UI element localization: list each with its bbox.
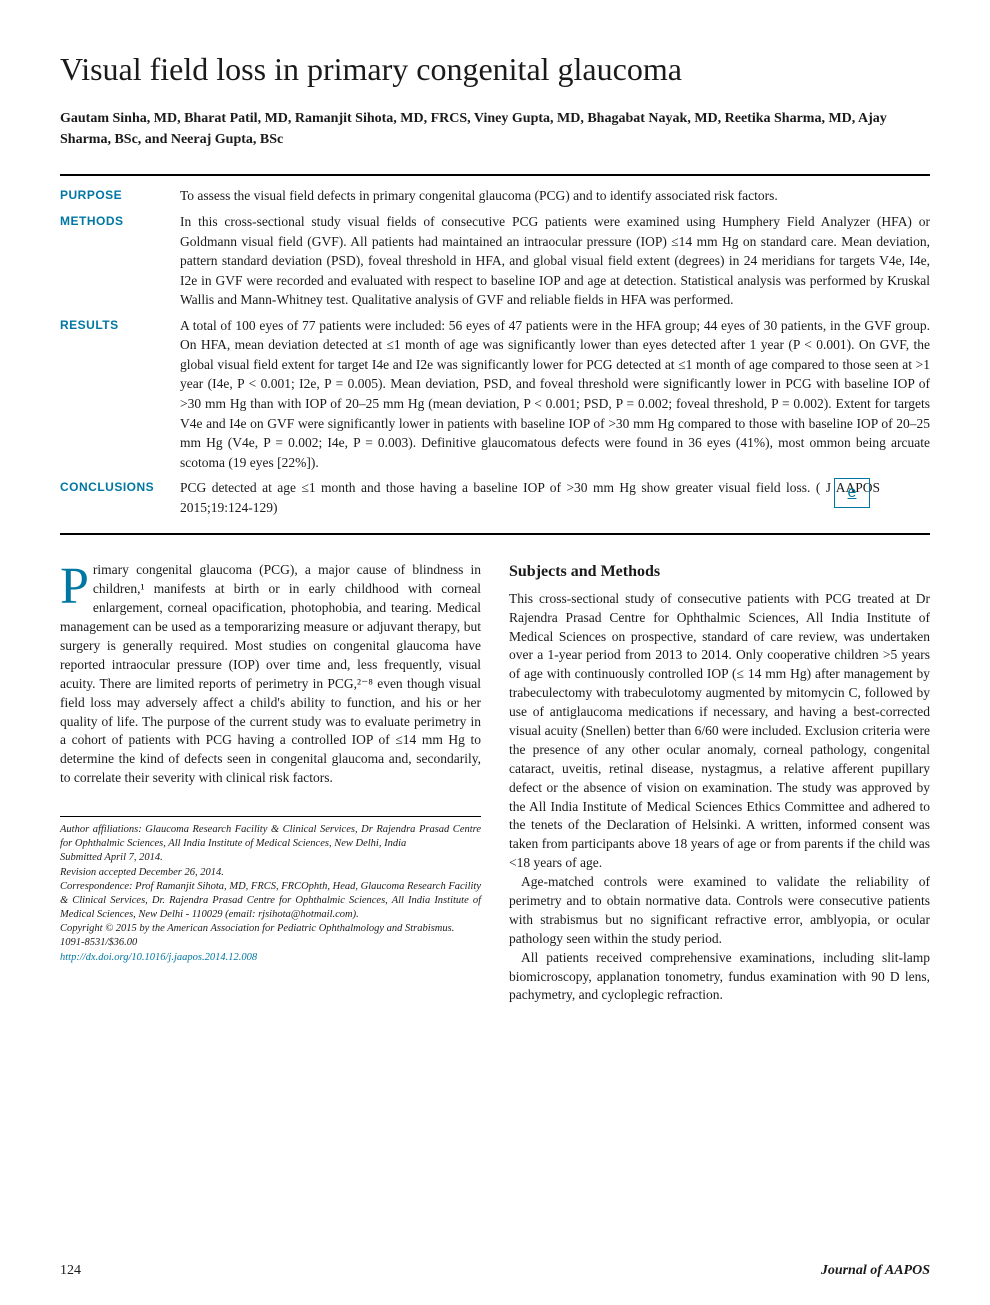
footnote-issn: 1091-8531/$36.00 [60, 936, 481, 950]
abstract-box: PURPOSE To assess the visual field defec… [60, 174, 930, 535]
methods-para-3: All patients received comprehensive exam… [509, 949, 930, 1006]
footnote-revision: Revision accepted December 26, 2014. [60, 866, 481, 880]
footnote-copyright: Copyright © 2015 by the American Associa… [60, 922, 481, 936]
footnote-doi[interactable]: http://dx.doi.org/10.1016/j.jaapos.2014.… [60, 951, 481, 965]
abstract-purpose-text: To assess the visual field defects in pr… [180, 186, 930, 206]
page-footer: 124 Journal of AAPOS [60, 1263, 930, 1279]
intro-paragraph: P rimary congenital glaucoma (PCG), a ma… [60, 561, 481, 788]
journal-name: Journal of AAPOS [821, 1263, 930, 1279]
abstract-methods-text: In this cross-sectional study visual fie… [180, 212, 930, 310]
footnote-submitted: Submitted April 7, 2014. [60, 851, 481, 865]
methods-para-1: This cross-sectional study of consecutiv… [509, 590, 930, 873]
abstract-methods-label: METHODS [60, 212, 180, 228]
abstract-results-label: RESULTS [60, 316, 180, 332]
section-heading-subjects: Subjects and Methods [509, 561, 930, 583]
footnotes-block: Author affiliations: Glaucoma Research F… [60, 816, 481, 965]
article-title: Visual field loss in primary congenital … [60, 50, 930, 88]
dropcap: P [60, 561, 93, 609]
author-list: Gautam Sinha, MD, Bharat Patil, MD, Rama… [60, 108, 930, 150]
footnote-correspondence: Correspondence: Prof Ramanjit Sihota, MD… [60, 880, 481, 923]
page-number: 124 [60, 1263, 81, 1279]
intro-text: rimary congenital glaucoma (PCG), a majo… [60, 562, 481, 785]
left-column: P rimary congenital glaucoma (PCG), a ma… [60, 561, 481, 1005]
abstract-conclusions-label: CONCLUSIONS [60, 478, 180, 494]
methods-para-2: Age-matched controls were examined to va… [509, 873, 930, 949]
right-column: Subjects and Methods This cross-sectiona… [509, 561, 930, 1005]
body-columns: P rimary congenital glaucoma (PCG), a ma… [60, 561, 930, 1005]
online-supplement-icon[interactable]: e [834, 478, 870, 508]
footnote-affiliation: Author affiliations: Glaucoma Research F… [60, 823, 481, 851]
abstract-purpose-label: PURPOSE [60, 186, 180, 202]
abstract-conclusions-text: PCG detected at age ≤1 month and those h… [180, 478, 930, 517]
abstract-results-text: A total of 100 eyes of 77 patients were … [180, 316, 930, 473]
